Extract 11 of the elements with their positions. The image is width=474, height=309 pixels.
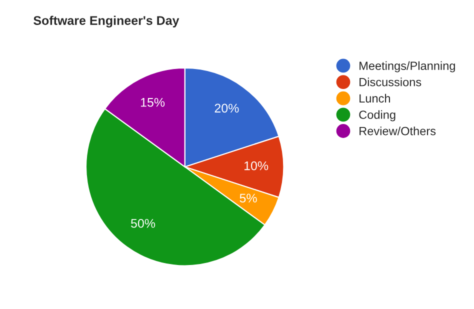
data-label: 20% xyxy=(214,104,239,113)
chart-title: Software Engineer's Day xyxy=(34,16,180,28)
legend-label: Coding xyxy=(359,110,396,122)
data-label: 15% xyxy=(140,98,165,107)
legend-label: Lunch xyxy=(360,94,390,103)
legend-label: Meetings/Planning xyxy=(360,61,455,72)
legend-label: Review/Others xyxy=(360,126,436,136)
data-label: 50% xyxy=(131,218,156,228)
data-label: 5% xyxy=(240,194,257,203)
data-label: 10% xyxy=(244,161,268,170)
legend-label: Discussions xyxy=(360,78,422,86)
